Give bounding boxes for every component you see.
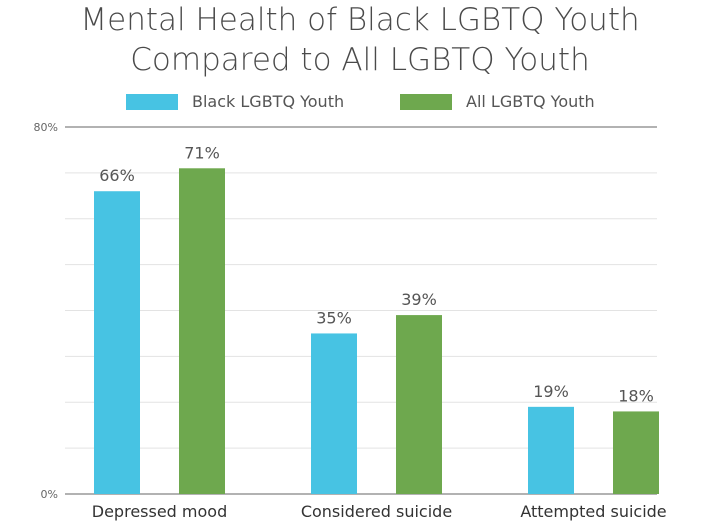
x-tick-label: Attempted suicide	[520, 502, 666, 521]
bar-black-lgbtq-youth	[311, 333, 357, 494]
data-label: 35%	[316, 308, 352, 327]
legend-item-black-lgbtq-youth: Black LGBTQ Youth	[126, 92, 344, 111]
bar-black-lgbtq-youth	[94, 191, 140, 494]
legend-swatch-all	[400, 93, 452, 110]
legend-swatch-black	[126, 93, 178, 110]
bar-all-lgbtq-youth	[613, 411, 659, 494]
legend-item-all-lgbtq-youth: All LGBTQ Youth	[400, 92, 595, 111]
bar-all-lgbtq-youth	[179, 168, 225, 494]
data-label: 18%	[618, 386, 654, 405]
x-tick-label: Considered suicide	[301, 502, 452, 521]
legend-label: All LGBTQ Youth	[466, 92, 595, 111]
y-tick-label: 80%	[34, 121, 58, 134]
data-label: 19%	[533, 382, 569, 401]
data-label: 66%	[99, 166, 135, 185]
bar-black-lgbtq-youth	[528, 406, 574, 494]
data-label: 71%	[184, 143, 220, 162]
data-label: 39%	[401, 290, 437, 309]
chart-title-line-1: Mental Health of Black LGBTQ Youth	[80, 2, 640, 38]
y-tick-label: 0%	[41, 488, 58, 501]
x-tick-label: Depressed mood	[92, 502, 227, 521]
legend-label: Black LGBTQ Youth	[192, 92, 345, 111]
bar-all-lgbtq-youth	[396, 315, 442, 494]
chart-title-line-2: Compared to All LGBTQ Youth	[130, 42, 590, 78]
